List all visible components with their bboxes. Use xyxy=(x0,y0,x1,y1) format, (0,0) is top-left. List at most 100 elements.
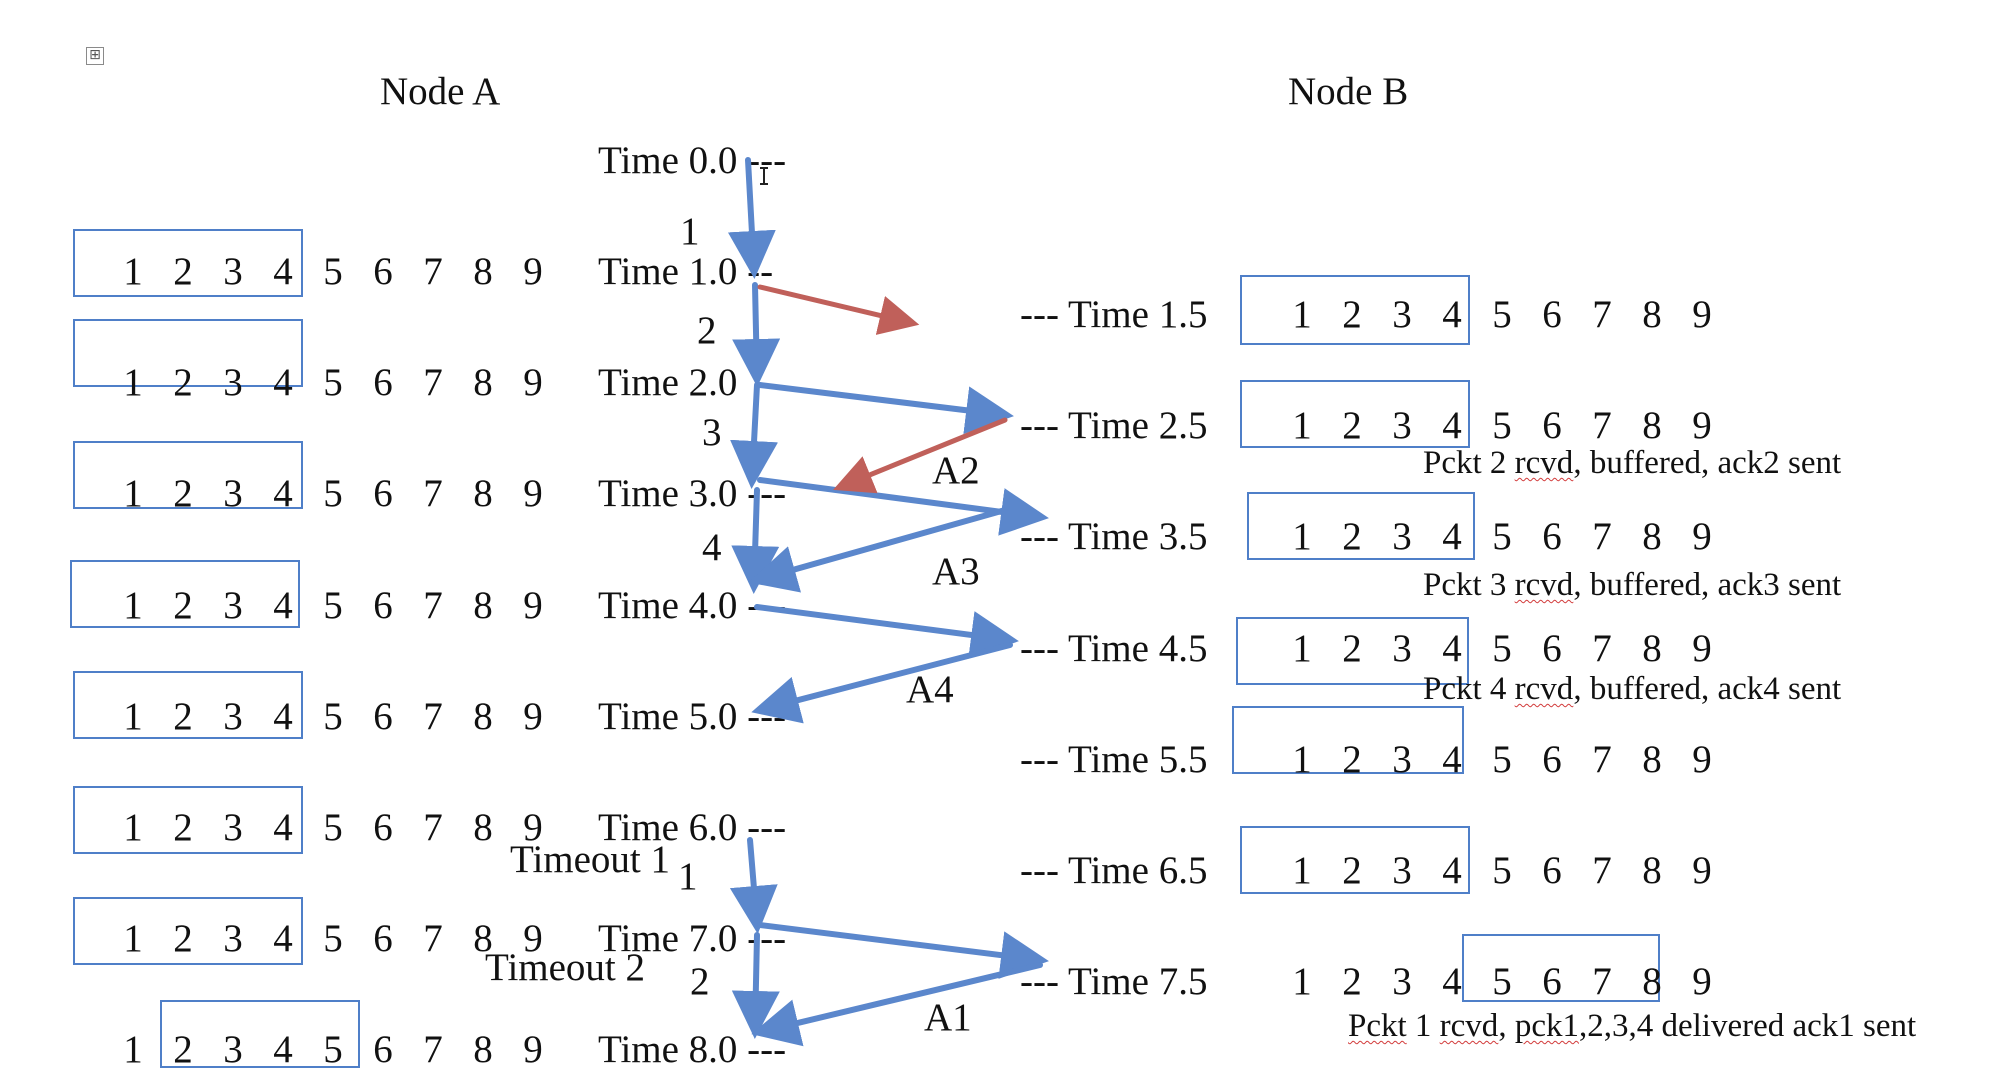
window-box xyxy=(1240,380,1470,448)
packet-arrow xyxy=(754,604,1019,659)
seq-num: 2 xyxy=(1342,849,1362,892)
seq-num: 4 xyxy=(273,472,293,515)
packet-arrow xyxy=(729,837,778,934)
seq-num: 2 xyxy=(173,584,193,627)
note-pckt4: Pckt 4 rcvd, buffered, ack4 sent xyxy=(1423,671,1842,707)
packet-arrow xyxy=(731,487,780,594)
seq-num: 1 xyxy=(1292,738,1312,781)
seq-num: 6 xyxy=(1542,515,1562,558)
seq-num: 6 xyxy=(373,695,393,738)
seq-num: 8 xyxy=(473,250,493,293)
seq-num: 2 xyxy=(1342,404,1362,447)
window-box xyxy=(70,560,300,628)
seq-num: 4 xyxy=(1442,849,1462,892)
seq-num: 9 xyxy=(1692,960,1712,1003)
window-box xyxy=(1240,826,1470,894)
seq-num: 5 xyxy=(323,917,343,960)
window-box xyxy=(73,229,303,297)
timeout-label: Timeout 1 xyxy=(510,838,671,881)
seq-num: 8 xyxy=(1642,627,1662,670)
note-pckt2: Pckt 2 rcvd, buffered, ack2 sent xyxy=(1423,445,1842,481)
seq-num: 5 xyxy=(1492,849,1512,892)
seq-num: 1 xyxy=(1292,960,1312,1003)
node-a-title: Node A xyxy=(380,70,501,113)
seq-num: 3 xyxy=(223,250,243,293)
seq-num: 4 xyxy=(273,917,293,960)
lost-ack-arrow xyxy=(833,417,1008,494)
seq-num: 2 xyxy=(173,917,193,960)
seq-num: 8 xyxy=(1642,960,1662,1003)
seq-num: 4 xyxy=(273,806,293,849)
seq-num: 2 xyxy=(173,472,193,515)
seq-num: 7 xyxy=(1592,293,1612,336)
seq-num: 6 xyxy=(373,584,393,627)
seq-num: 4 xyxy=(1442,404,1462,447)
seq-num: 7 xyxy=(423,584,443,627)
seq-num: 7 xyxy=(1592,960,1612,1003)
ack-label: A1 xyxy=(924,996,972,1039)
time-label-a: Time 6.0 --- xyxy=(598,806,787,849)
seq-num: 2 xyxy=(173,250,193,293)
packet-arrow xyxy=(757,382,1014,435)
seq-num: 3 xyxy=(223,806,243,849)
packet-arrow xyxy=(731,932,780,1039)
packet-label: 1 xyxy=(678,855,698,898)
seq-num: 9 xyxy=(523,584,543,627)
seq-num: 9 xyxy=(1692,293,1712,336)
note-pckt1: Pckt 1 rcvd, pck1,2,3,4 delivered ack1 s… xyxy=(1348,1008,1917,1044)
seq-num: 7 xyxy=(1592,849,1612,892)
seq-num: 9 xyxy=(523,695,543,738)
ack-label: A4 xyxy=(906,668,954,711)
node-b-title: Node B xyxy=(1288,70,1409,113)
seq-num: 5 xyxy=(1492,293,1512,336)
expand-icon[interactable]: ⊞ xyxy=(86,47,104,65)
seq-num: 3 xyxy=(223,361,243,404)
seq-num: 7 xyxy=(1592,738,1612,781)
seq-num: 1 xyxy=(1292,849,1312,892)
window-box xyxy=(1236,617,1469,685)
seq-num: 9 xyxy=(1692,515,1712,558)
window-box xyxy=(1232,706,1464,774)
seq-num: 4 xyxy=(1442,293,1462,336)
seq-num: 3 xyxy=(223,695,243,738)
seq-num: 6 xyxy=(373,917,393,960)
seq-num: 4 xyxy=(273,584,293,627)
seq-num: 3 xyxy=(1392,404,1412,447)
seq-num: 5 xyxy=(1492,960,1512,1003)
seq-num: 5 xyxy=(323,695,343,738)
seq-num: 6 xyxy=(1542,738,1562,781)
seq-num: 5 xyxy=(323,584,343,627)
seq-num: 5 xyxy=(323,250,343,293)
time-label-b: --- Time 1.5 xyxy=(1020,293,1208,336)
packet-arrow xyxy=(730,382,779,489)
ack-arrow xyxy=(748,507,1008,593)
seq-num: 9 xyxy=(1692,627,1712,670)
seq-num: 8 xyxy=(473,584,493,627)
seq-num: 8 xyxy=(1642,515,1662,558)
packet-label: 2 xyxy=(697,309,717,352)
seq-num: 9 xyxy=(523,250,543,293)
packet-label: 1 xyxy=(680,210,700,253)
time-label-b: --- Time 6.5 xyxy=(1020,849,1208,892)
seq-num: 9 xyxy=(523,917,543,960)
seq-num: 9 xyxy=(523,806,543,849)
note-pckt3: Pckt 3 rcvd, buffered, ack3 sent xyxy=(1423,567,1842,603)
seq-num: 6 xyxy=(1542,960,1562,1003)
seq-num: 5 xyxy=(1492,404,1512,447)
seq-num: 6 xyxy=(1542,627,1562,670)
time-label-b: --- Time 7.5 xyxy=(1020,960,1208,1003)
seq-num: 3 xyxy=(223,584,243,627)
seq-num: 1 xyxy=(123,806,143,849)
seq-num: 9 xyxy=(1692,404,1712,447)
seq-num: 1 xyxy=(1292,515,1312,558)
seq-num: 3 xyxy=(1392,960,1412,1003)
seq-num: 3 xyxy=(1392,738,1412,781)
seq-num: 7 xyxy=(423,472,443,515)
packet-label: 4 xyxy=(702,526,722,569)
seq-num: 3 xyxy=(223,472,243,515)
